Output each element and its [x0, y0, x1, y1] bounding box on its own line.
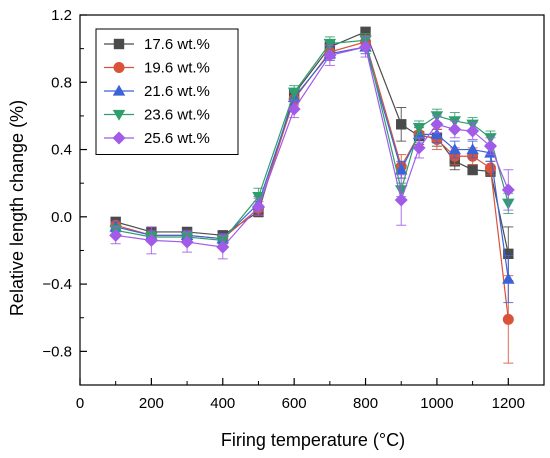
legend-label: 21.6 wt.%	[144, 83, 210, 100]
data-point	[448, 122, 462, 136]
data-point	[483, 139, 497, 153]
legend-marker	[113, 62, 125, 73]
legend-label: 19.6 wt.%	[144, 60, 210, 77]
data-point	[144, 233, 158, 247]
data-point	[412, 123, 426, 134]
data-point	[394, 163, 408, 175]
x-tick-label: 400	[210, 395, 235, 412]
data-point	[360, 26, 371, 38]
data-point	[448, 143, 462, 155]
data-point	[430, 128, 444, 140]
y-tick-label: −0.8	[42, 343, 72, 360]
y-tick-label: 0.0	[51, 209, 72, 226]
x-tick-label: 600	[282, 395, 307, 412]
x-tick-label: 1200	[492, 395, 525, 412]
x-tick-label: 0	[76, 395, 84, 412]
data-point	[430, 117, 444, 131]
x-tick-label: 800	[353, 395, 378, 412]
data-point	[359, 40, 373, 54]
y-tick-label: −0.4	[42, 276, 72, 293]
series-5	[109, 36, 515, 260]
y-tick-label: 0.4	[51, 142, 72, 159]
legend-label: 23.6 wt.%	[144, 107, 210, 124]
data-point	[466, 143, 479, 155]
data-point	[251, 200, 265, 214]
legend-marker	[112, 109, 126, 121]
data-point	[287, 87, 301, 99]
data-point	[502, 272, 515, 284]
x-tick-label: 200	[139, 395, 164, 412]
data-point	[252, 191, 265, 203]
y-axis-title: Relative length change (%)	[7, 100, 27, 316]
data-point	[109, 228, 123, 242]
data-point	[466, 124, 480, 138]
data-point	[287, 102, 301, 116]
y-tick-label: 0.8	[51, 74, 72, 91]
legend-label: 17.6 wt.%	[144, 36, 210, 53]
data-point	[323, 48, 337, 62]
data-point	[216, 240, 230, 254]
x-tick-label: 1000	[420, 395, 453, 412]
legend-label: 25.6 wt.%	[144, 130, 210, 147]
legend-marker	[112, 131, 126, 145]
data-point	[394, 193, 408, 207]
legend-marker	[113, 38, 125, 50]
y-tick-label: 1.2	[51, 7, 72, 24]
data-point	[323, 38, 337, 50]
data-point	[396, 119, 407, 130]
data-point	[180, 235, 194, 249]
plot-frame	[79, 14, 545, 386]
legend-marker	[112, 84, 126, 96]
x-axis-title: Firing temperature (°C)	[221, 430, 405, 450]
data-point	[412, 141, 426, 155]
legend: 17.6 wt.% 19.6 wt.% 21.6 wt.% 23.6 wt.% 25.6…	[95, 28, 239, 155]
data-point	[502, 313, 514, 325]
data-point	[503, 248, 514, 260]
data-point	[484, 162, 496, 174]
data-point	[467, 164, 478, 175]
data-point	[501, 183, 515, 197]
